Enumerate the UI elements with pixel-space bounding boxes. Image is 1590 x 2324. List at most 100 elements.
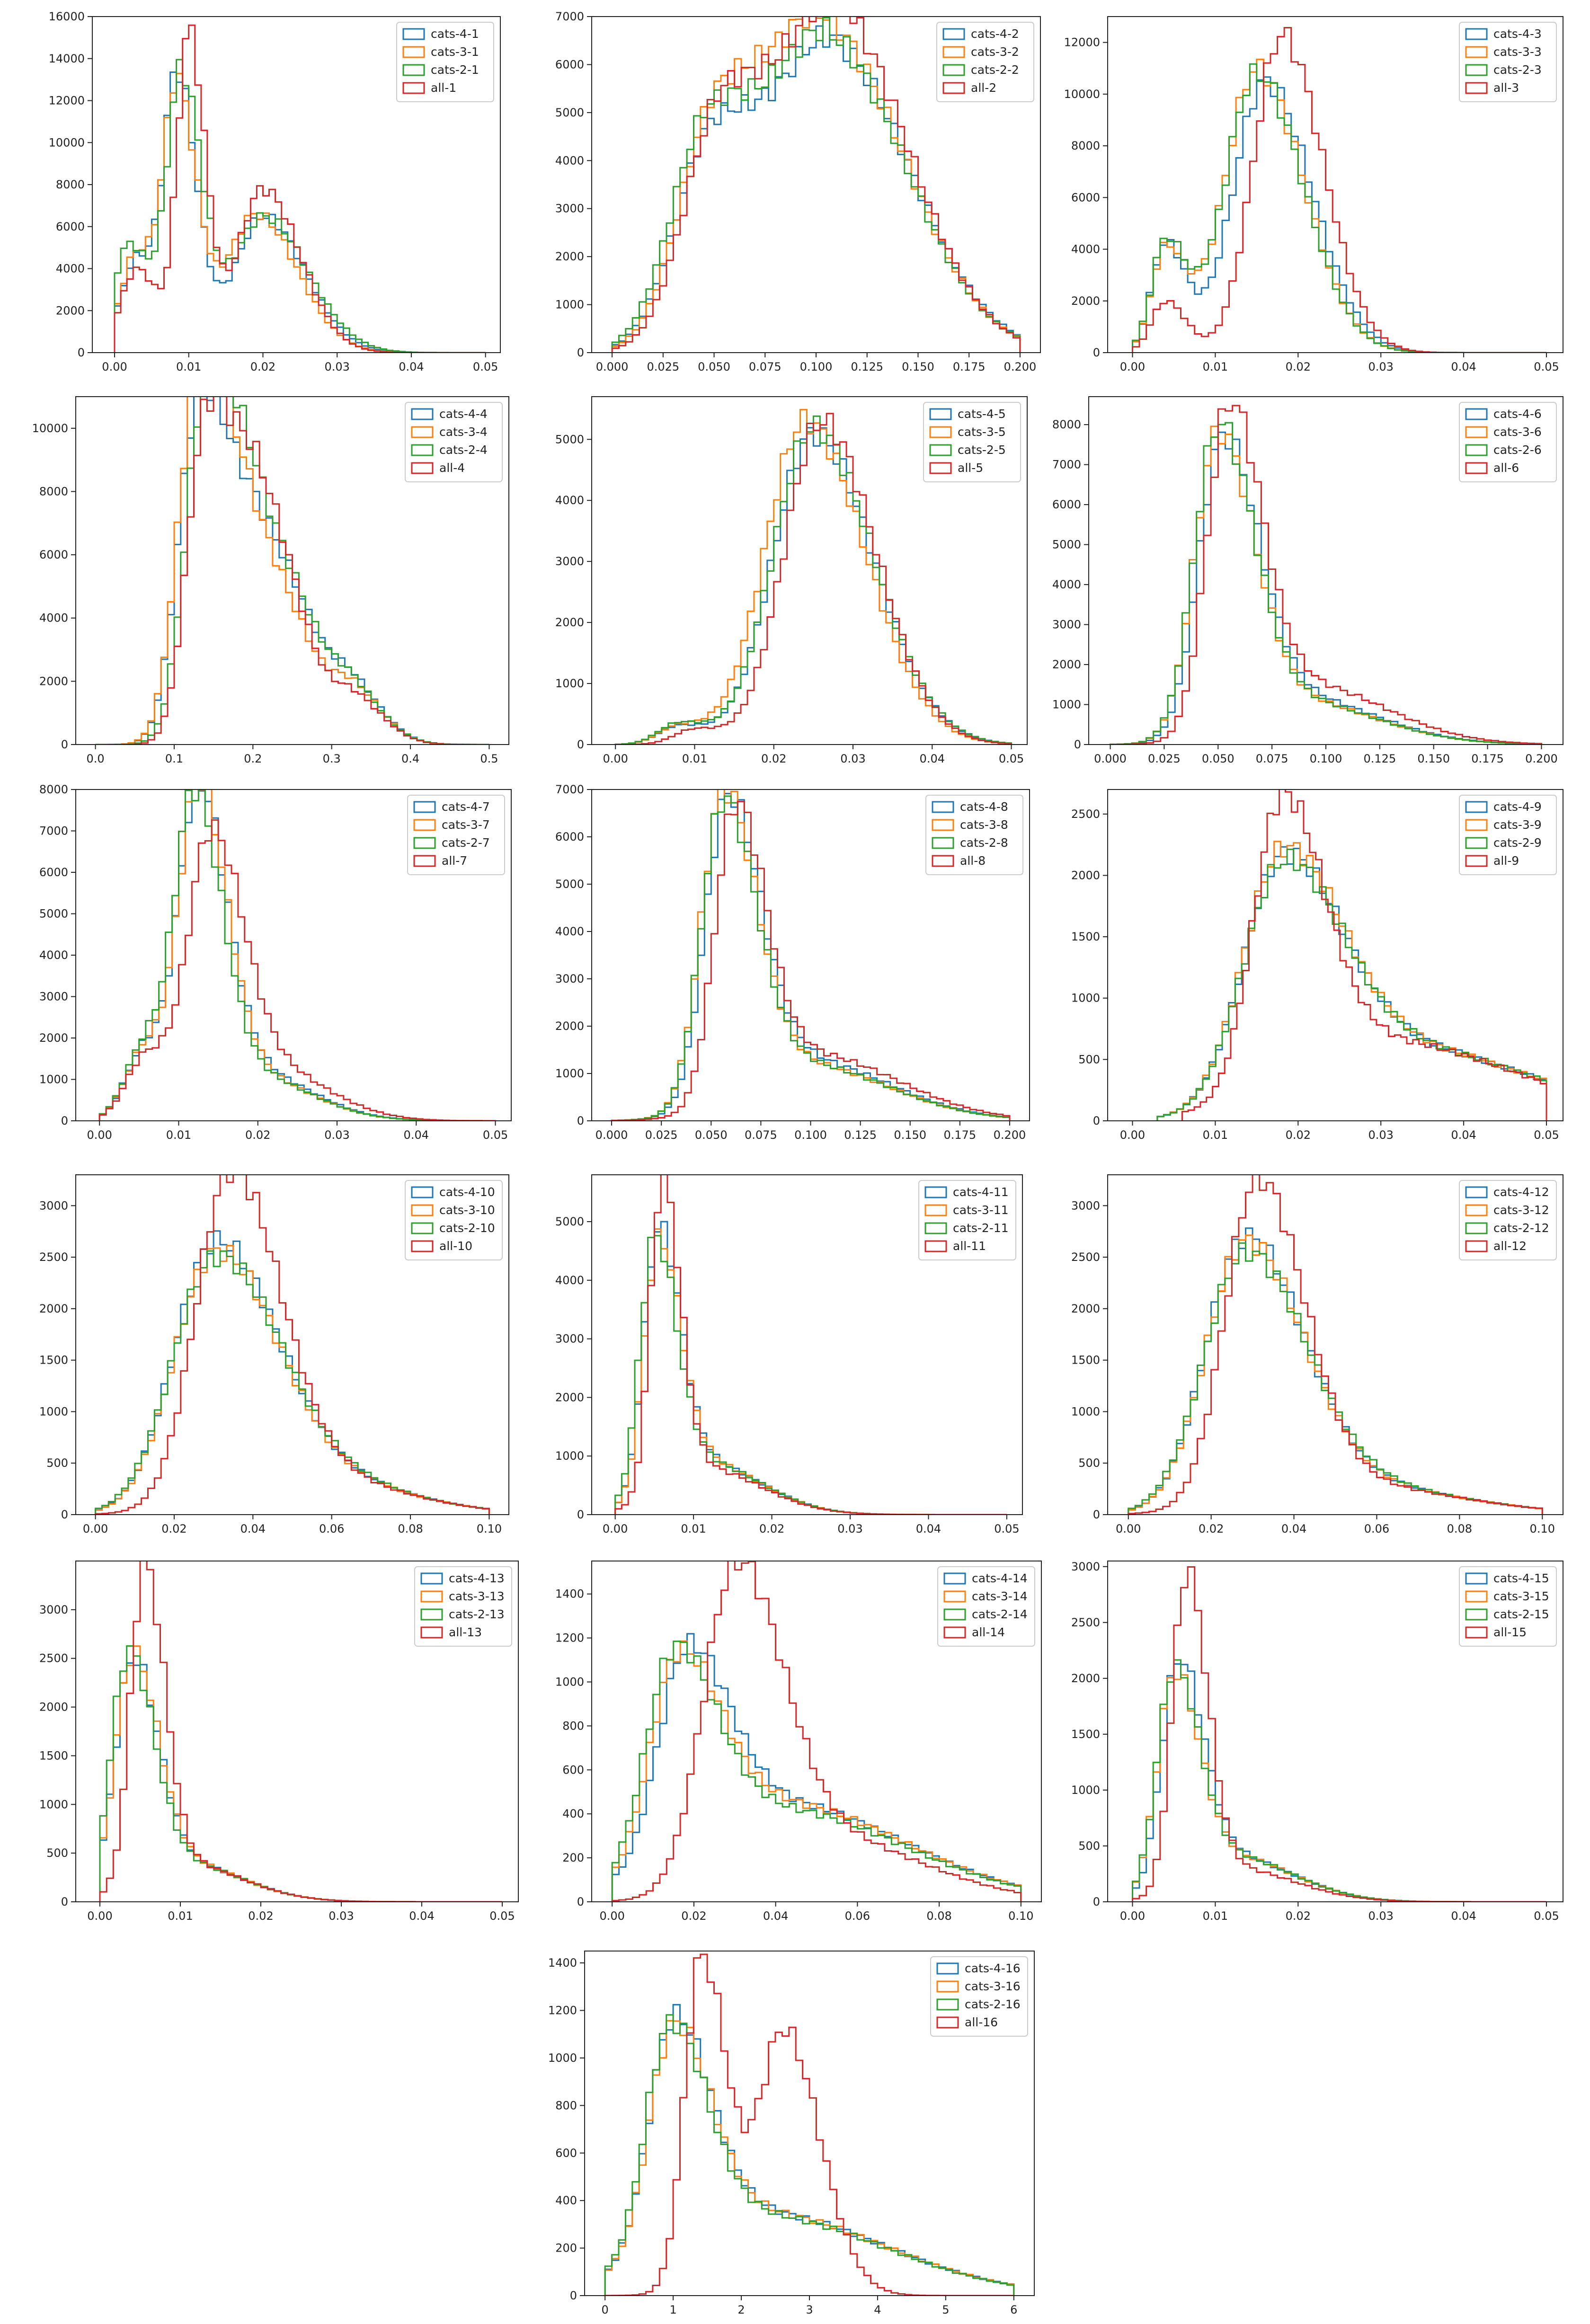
legend-swatch [936, 1998, 959, 2011]
histogram-series-all-5 [615, 413, 1012, 745]
y-tick-label: 3000 [1071, 1199, 1100, 1212]
legend-label: cats-4-12 [1493, 1185, 1549, 1199]
x-tick-label: 0.100 [794, 1128, 827, 1142]
legend-swatch [1465, 1626, 1488, 1639]
y-tick-label: 7000 [555, 783, 584, 796]
x-tick-label: 0.03 [1368, 1909, 1393, 1923]
legend-box [930, 1956, 1028, 2037]
y-tick-label: 6000 [56, 220, 85, 233]
y-tick-label: 2500 [39, 1652, 68, 1665]
legend: cats-4-10 cats-3-10 cats-2-10 all-10 [405, 1180, 503, 1260]
histogram-panel-14: 0.00 0.02 0.04 0.06 0.08 0.10 0 200 400 600 800 100… [555, 1561, 1042, 1923]
y-tick-label: 0 [61, 1508, 68, 1521]
y-tick-label: 1400 [555, 1588, 584, 1601]
histogram-series-all-14 [611, 1561, 1022, 1902]
x-tick-label: 4 [874, 2303, 881, 2316]
y-tick-label: 2000 [1071, 1672, 1100, 1685]
x-tick-label: 0.04 [409, 1909, 434, 1923]
x-tick-label: 3 [806, 2303, 813, 2316]
legend: cats-4-8 cats-3-8 cats-2-8 all-8 [925, 795, 1023, 875]
y-tick-label: 1200 [548, 2004, 577, 2017]
y-tick-label: 600 [562, 1763, 584, 1776]
histogram-series-cats-2-16 [604, 2014, 1015, 2296]
legend-box [405, 1180, 503, 1260]
x-tick-label: 0.01 [166, 1128, 191, 1142]
x-tick-label: 0.175 [953, 360, 986, 373]
x-tick-label: 0.00 [83, 1522, 108, 1535]
y-tick-label: 0 [61, 1895, 68, 1908]
legend-label: cats-4-4 [439, 407, 488, 421]
histogram-series-all-2 [611, 17, 1021, 353]
legend-label: cats-3-1 [431, 45, 479, 59]
x-tick-label: 0.050 [1202, 752, 1235, 765]
x-tick-label: 0.02 [248, 1909, 273, 1923]
x-tick-label: 0.03 [324, 1128, 349, 1142]
y-tick-label: 7000 [1052, 458, 1081, 471]
legend-box [414, 1566, 512, 1647]
y-tick-label: 0 [61, 738, 68, 751]
legend-box [396, 22, 494, 102]
legend-swatch [932, 819, 954, 831]
y-tick-label: 3000 [555, 555, 584, 568]
legend-label: cats-4-6 [1493, 407, 1542, 421]
y-tick-label: 8000 [1071, 139, 1100, 152]
legend-swatch [1465, 837, 1488, 849]
legend-swatch [420, 1608, 443, 1621]
legend-label: cats-4-3 [1493, 27, 1542, 41]
legend-box [407, 795, 505, 875]
y-tick-label: 500 [1078, 1053, 1100, 1066]
y-tick-label: 3000 [39, 990, 68, 1003]
legend-label: cats-2-7 [442, 836, 490, 850]
x-tick-label: 0.100 [1310, 752, 1342, 765]
y-tick-label: 0 [577, 1508, 584, 1521]
x-tick-label: 0.00 [87, 1128, 112, 1142]
legend-swatch [1465, 819, 1488, 831]
x-tick-label: 0.04 [404, 1128, 429, 1142]
legend: cats-4-5 cats-3-5 cats-2-5 all-5 [923, 402, 1021, 482]
legend-swatch [943, 1626, 966, 1639]
legend-swatch [402, 82, 425, 94]
histogram-series-cats-2-2 [611, 17, 1021, 353]
legend-label: all-2 [971, 81, 996, 95]
legend-label: cats-3-8 [960, 818, 1008, 832]
x-tick-label: 0.04 [916, 1522, 941, 1535]
legend-label: all-11 [953, 1239, 986, 1253]
legend-swatch [932, 837, 954, 849]
y-tick-label: 6000 [555, 830, 584, 843]
legend-label: cats-4-2 [971, 27, 1019, 41]
y-tick-label: 1000 [39, 1798, 68, 1811]
x-tick-label: 0.5 [480, 752, 498, 765]
x-tick-label: 0.0 [87, 752, 105, 765]
y-tick-label: 3000 [555, 972, 584, 985]
legend-swatch [943, 1572, 966, 1585]
axes-frame [1107, 1174, 1563, 1515]
legend-swatch [929, 444, 952, 456]
x-tick-label: 0.05 [483, 1128, 508, 1142]
x-tick-label: 0.08 [398, 1522, 423, 1535]
x-tick-label: 0.1 [165, 752, 183, 765]
legend-swatch [402, 64, 425, 76]
legend-label: all-8 [960, 854, 986, 868]
legend-label: cats-2-6 [1493, 443, 1542, 457]
legend-label: cats-2-1 [431, 63, 479, 77]
histogram-panel-15: 0.00 0.01 0.02 0.03 0.04 0.05 0 500 1000 1500 2000… [1071, 1560, 1563, 1923]
legend: cats-4-1 cats-3-1 cats-2-1 all-1 [396, 22, 494, 102]
legend-swatch [411, 1222, 434, 1234]
y-tick-label: 2500 [39, 1251, 68, 1264]
legend-label: cats-3-13 [449, 1589, 505, 1603]
legend-swatch [932, 855, 954, 867]
legend-label: cats-3-5 [958, 425, 1006, 439]
x-tick-label: 0.02 [245, 1128, 270, 1142]
x-tick-label: 0.200 [994, 1128, 1026, 1142]
legend-swatch [936, 2016, 959, 2029]
x-tick-label: 0.10 [1530, 1522, 1555, 1535]
x-tick-label: 0.04 [763, 1909, 788, 1923]
y-tick-label: 8000 [39, 783, 68, 796]
legend-label: cats-2-13 [449, 1607, 505, 1621]
legend-label: cats-4-5 [958, 407, 1006, 421]
legend-label: cats-4-13 [449, 1571, 505, 1585]
histogram-panel-16: 0 1 2 3 4 5 6 0 200 400 600 800 1000 1200 1400 cats-4-1… [548, 1951, 1035, 2316]
legend-swatch [1465, 82, 1488, 94]
legend-label: cats-4-10 [439, 1185, 495, 1199]
x-tick-label: 0.000 [1094, 752, 1127, 765]
